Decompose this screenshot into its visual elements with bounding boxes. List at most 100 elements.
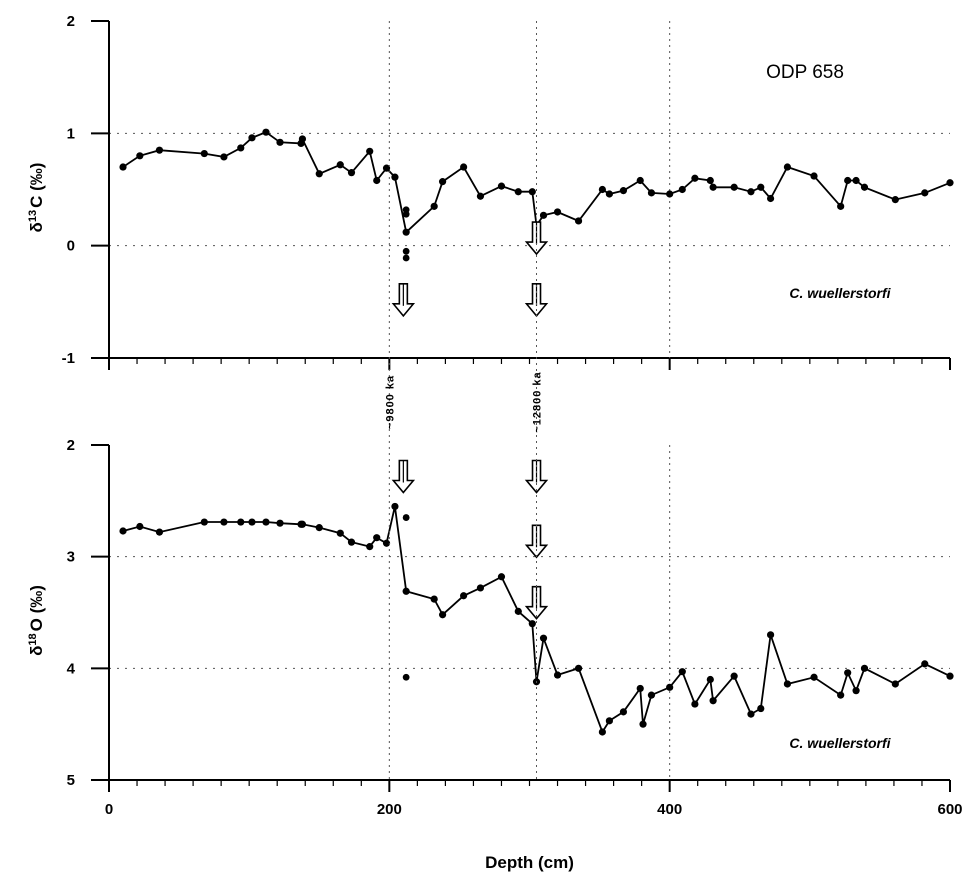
bottom-data-point — [402, 587, 410, 595]
bottom-data-point — [598, 728, 606, 736]
bottom-data-point — [757, 704, 765, 713]
bottom-data-point — [248, 518, 256, 526]
top-data-point — [666, 190, 674, 198]
top-data-point — [860, 183, 869, 191]
event-lines: ~9800 ka ~12800 ka — [384, 21, 544, 780]
bottom-data-point — [200, 518, 208, 526]
bottom-data-point — [438, 611, 447, 619]
bottom-data-point — [636, 684, 644, 693]
top-data-point — [373, 176, 381, 185]
bottom-data-point — [497, 573, 506, 581]
bottom-data-point — [528, 620, 536, 628]
top-data-point — [248, 134, 256, 142]
top-data-point — [200, 149, 208, 158]
top-y-axis-title-sup: 13 — [27, 210, 39, 222]
top-panel-annotation: ODP 658 — [766, 62, 844, 83]
bottom-data-point — [706, 675, 714, 684]
bottom-data-point — [262, 518, 270, 526]
top-data-point — [553, 208, 562, 216]
top-data-point — [636, 176, 644, 185]
top-y-axis-title-main: δ — [27, 222, 46, 232]
bottom-data-point — [666, 683, 674, 691]
top-data-point — [460, 163, 468, 171]
bottom-y-tick-label: 5 — [67, 772, 75, 789]
event-label: ~9800 ka — [384, 375, 396, 429]
top-data-point — [315, 170, 323, 178]
bottom-data-point — [460, 592, 468, 600]
bottom-x-axis-title: Depth (cm) — [485, 853, 574, 872]
bottom-data-point — [382, 539, 391, 547]
bottom-data-point — [844, 669, 852, 677]
top-data-point — [402, 228, 410, 236]
bottom-y-axis-title: δ18 O (‰) — [27, 585, 46, 656]
bottom-x-tick-label: 200 — [377, 801, 402, 818]
top-data-point — [810, 172, 818, 180]
bottom-data-point — [639, 720, 647, 728]
top-data-point — [136, 152, 144, 160]
top-data-point — [237, 144, 245, 152]
top-data-point — [220, 153, 228, 161]
top-isolated-point — [402, 254, 410, 262]
top-y-axis-title-rest: C (‰) — [27, 163, 46, 208]
top-y-tick-label: 1 — [67, 125, 75, 142]
top-isolated-point — [402, 210, 410, 218]
bottom-data-point — [921, 660, 929, 668]
bottom-data-point — [946, 672, 954, 680]
bottom-data-point — [373, 534, 381, 542]
bottom-y-tick-label: 4 — [67, 660, 76, 677]
event-label: ~12800 ka — [532, 371, 544, 432]
bottom-x-tick-label: 600 — [937, 801, 962, 818]
bottom-data-point — [136, 522, 144, 531]
bottom-data-point — [553, 671, 562, 679]
bottom-y-tick-label: 3 — [67, 549, 75, 566]
top-y-tick-label: -1 — [62, 350, 75, 367]
top-data-point — [747, 188, 755, 196]
top-data-point — [276, 138, 284, 146]
bottom-data-point — [220, 518, 228, 526]
top-data-point — [336, 161, 344, 169]
bottom-data-point — [891, 680, 899, 688]
bottom-isolated-point — [402, 673, 410, 681]
top-data-point — [844, 176, 852, 185]
top-data-point — [119, 163, 127, 171]
bottom-data-point — [852, 687, 860, 695]
d18o-panel: 2 3 4 5 0 200 400 600 δ18 O (‰) C. wuellerstorfi De… — [27, 437, 963, 872]
bottom-species-label: C. wuellerstorfi — [789, 735, 891, 751]
top-data-point — [757, 183, 765, 191]
bottom-data-point — [336, 529, 344, 537]
bottom-data-point — [783, 680, 792, 688]
bottom-data-point — [539, 634, 548, 642]
top-data-point — [347, 169, 356, 177]
top-data-point — [598, 185, 606, 194]
bottom-data-point — [619, 708, 628, 716]
bottom-data-point — [237, 518, 245, 526]
top-data-point — [430, 202, 438, 210]
top-data-point — [155, 146, 164, 154]
top-data-point — [619, 187, 628, 195]
bottom-data-point — [810, 673, 818, 681]
d13c-panel: 2 1 0 -1 δ13 C (‰) C. wuellerstorfi ODP 658 — [27, 13, 954, 370]
bottom-y-tick-label: 2 — [67, 437, 75, 454]
top-isolated-point — [402, 247, 410, 255]
bottom-data-point — [391, 502, 399, 511]
top-data-point — [391, 173, 399, 181]
top-data-point — [709, 183, 717, 191]
top-y-tick-label: 2 — [67, 13, 75, 30]
top-data-point — [528, 188, 536, 196]
bottom-data-point — [730, 672, 738, 680]
bottom-data-point — [691, 700, 699, 708]
bottom-isolated-point — [402, 514, 410, 521]
top-data-point — [298, 135, 307, 143]
bottom-data-point — [678, 668, 686, 676]
bottom-data-point — [766, 631, 775, 639]
top-data-point — [730, 183, 738, 191]
bottom-data-point — [315, 524, 323, 532]
top-data-point — [382, 164, 391, 172]
top-data-point — [852, 176, 860, 185]
top-data-point — [476, 192, 485, 200]
top-data-point — [647, 189, 656, 197]
bottom-data-point — [347, 538, 356, 546]
bottom-data-point — [605, 717, 613, 725]
top-data-point — [766, 194, 775, 203]
top-data-point — [514, 188, 522, 196]
